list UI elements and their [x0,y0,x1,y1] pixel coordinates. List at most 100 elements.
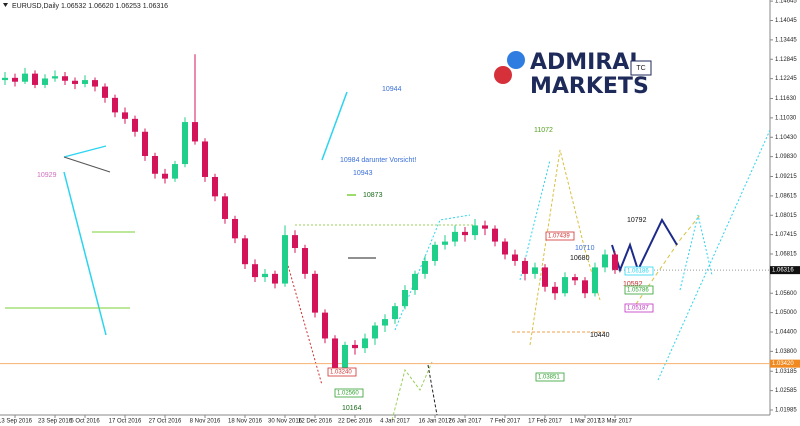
candle-body [332,338,338,371]
candle-body [422,260,428,274]
candle-body [22,73,28,82]
x-tick-label: 30 Nov 2016 [268,419,303,425]
y-tick-label: 1.04400 [775,330,797,336]
price-box-label: 1.03851 [538,375,560,381]
candle-body [562,277,568,294]
candle-body [402,290,408,307]
candle-body [502,241,508,255]
candle-body [412,273,418,291]
y-tick-label: 1.11030 [775,115,797,121]
candle-body [492,228,498,242]
y-tick-label: 1.08615 [775,193,797,199]
y-tick-label: 1.03185 [775,369,797,375]
price-box-label: 1.05786 [627,288,649,294]
y-tick-label: 1.09215 [775,174,797,180]
price-box [327,367,357,377]
candle-body [572,277,578,281]
candle-body [232,218,238,239]
candle-body [42,78,48,85]
candle-body [112,97,118,113]
candle-body [272,273,278,284]
x-tick-label: 26 Jan 2017 [448,419,482,425]
candle-body [592,267,598,294]
x-tick-label: 17 Feb 2017 [528,419,562,425]
candle-body [52,76,58,79]
candle-body [172,164,178,179]
candle-body [292,235,298,249]
annotation: 10680 [570,255,590,262]
annotation: 10984 darunter Vorsicht! [340,157,416,164]
x-tick-label: 4 Jan 2017 [380,419,410,425]
y-tick-label: 1.07415 [775,232,797,238]
y-tick-label: 1.05600 [775,291,797,297]
candle-body [372,325,378,339]
price-box [545,231,575,241]
candle-body [602,254,608,268]
candle-body [432,244,438,261]
y-tick-label: 1.14645 [775,0,797,5]
y-tick-label: 1.12845 [775,57,797,63]
logo: ADMIRAL MARKETS TC [494,50,652,99]
price-box [624,303,654,313]
y-tick-label: 1.14045 [775,18,797,24]
price-box-label: 1.02560 [337,391,359,397]
y-tick-label: 1.08015 [775,213,797,219]
candle-body [2,77,8,81]
candle-body [362,338,368,349]
candle-body [72,80,78,84]
annotation: 10164 [342,405,362,412]
y-tick-label: 1.09830 [775,154,797,160]
annotation: 10792 [627,217,647,224]
x-tick-label: 22 Dec 2016 [338,419,373,425]
price-box-label: 1.06186 [627,269,649,275]
candle-body [222,196,228,219]
x-tick-label: 7 Feb 2017 [490,419,521,425]
candle-body [262,273,268,278]
x-tick-label: 18 Nov 2016 [228,419,263,425]
price-box [334,388,364,398]
logo-line2: MARKETS [530,74,649,99]
x-tick-label: 8 Nov 2016 [190,419,221,425]
x-tick-label: 13 Mar 2017 [598,419,632,425]
y-tick-label: 1.02585 [775,388,797,394]
price-box [624,285,654,295]
price-box-label: 1.07439 [548,234,570,240]
annotation: 10944 [382,86,402,93]
candle-body [122,112,128,119]
price-box [624,266,654,276]
chart-title: EURUSD,Daily 1.06532 1.06620 1.06253 1.0… [12,3,168,10]
candle-body [352,344,358,349]
candle-body [582,280,588,294]
y-tick-label: 1.03800 [775,349,797,355]
candle-body [212,176,218,197]
candle-body [182,122,188,165]
candle-body [322,312,328,339]
y-tick-label: 1.13445 [775,37,797,43]
candle-body [452,231,458,242]
candle-body [162,173,168,179]
current-price-bg [770,266,800,275]
x-tick-label: 13 Sep 2016 [0,419,33,425]
candle-body [92,80,98,87]
candle-body [512,254,518,261]
candle-body [342,344,348,371]
y-tick-label: 1.11630 [775,96,797,102]
candle-body [32,73,38,85]
annotation: 10929 [37,172,57,179]
y-tick-label: 1.10430 [775,135,797,141]
candle-body [12,77,18,82]
title-arrow [3,3,8,7]
candle-body [202,141,208,177]
x-tick-label: 27 Oct 2016 [149,419,182,425]
annotation: 11072 [534,127,553,134]
y-tick-label: 1.05000 [775,310,797,316]
candle-body [522,260,528,274]
candle-body [252,264,258,278]
candle-body [242,238,248,265]
candle-body [612,254,618,271]
candle-body [62,76,68,81]
logo-line1: ADMIRAL [530,50,643,75]
logo-badge: TC [636,65,645,72]
level-label: 1.03420 [772,361,794,367]
